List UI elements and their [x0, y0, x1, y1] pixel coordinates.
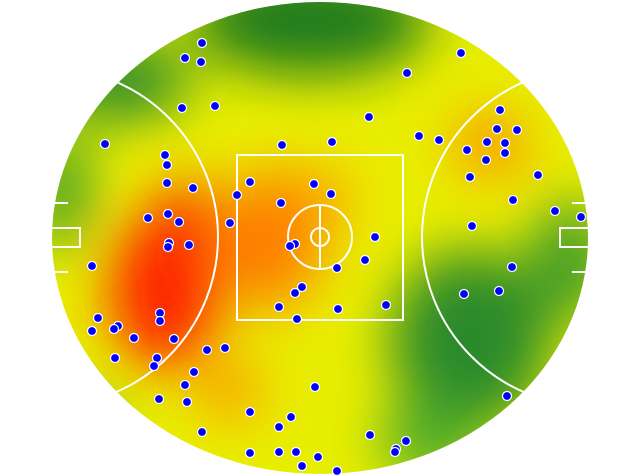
point — [400, 435, 412, 447]
point — [86, 325, 98, 337]
point — [161, 177, 173, 189]
point — [491, 123, 503, 135]
point — [188, 366, 200, 378]
point — [458, 288, 470, 300]
point — [455, 47, 467, 59]
point — [162, 208, 174, 220]
point — [162, 241, 174, 253]
point — [86, 260, 98, 272]
point — [296, 281, 308, 293]
point — [363, 111, 375, 123]
point — [308, 178, 320, 190]
point — [159, 149, 171, 161]
point — [244, 406, 256, 418]
point — [532, 169, 544, 181]
point — [325, 188, 337, 200]
point — [499, 147, 511, 159]
point — [494, 104, 506, 116]
point — [99, 138, 111, 150]
point — [480, 154, 492, 166]
point — [364, 429, 376, 441]
point — [128, 332, 140, 344]
point — [209, 100, 221, 112]
point — [332, 303, 344, 315]
point — [331, 262, 343, 274]
point — [244, 447, 256, 459]
point — [331, 465, 343, 476]
point — [176, 102, 188, 114]
point — [499, 137, 511, 149]
point — [183, 239, 195, 251]
point — [273, 446, 285, 458]
point — [461, 144, 473, 156]
point — [326, 136, 338, 148]
point — [369, 231, 381, 243]
point — [179, 52, 191, 64]
point — [224, 217, 236, 229]
point — [401, 67, 413, 79]
point — [289, 287, 301, 299]
point — [507, 194, 519, 206]
point — [219, 342, 231, 354]
point — [493, 285, 505, 297]
point — [181, 396, 193, 408]
point — [168, 333, 180, 345]
point — [380, 299, 392, 311]
point — [549, 205, 561, 217]
point — [154, 315, 166, 327]
point — [179, 379, 191, 391]
point — [309, 381, 321, 393]
point — [284, 240, 296, 252]
point — [173, 216, 185, 228]
point — [109, 352, 121, 364]
point — [389, 446, 401, 458]
point — [108, 323, 120, 335]
point — [481, 136, 493, 148]
point — [501, 390, 513, 402]
point — [275, 197, 287, 209]
point — [291, 313, 303, 325]
point — [296, 460, 308, 472]
point — [244, 176, 256, 188]
point — [231, 189, 243, 201]
point — [506, 261, 518, 273]
point — [276, 139, 288, 151]
point — [161, 159, 173, 171]
point — [413, 130, 425, 142]
point — [575, 211, 587, 223]
point — [148, 360, 160, 372]
point — [466, 220, 478, 232]
point — [273, 301, 285, 313]
point — [187, 182, 199, 194]
point — [359, 254, 371, 266]
point — [433, 134, 445, 146]
point — [153, 393, 165, 405]
point — [92, 312, 104, 324]
point — [195, 56, 207, 68]
point — [511, 124, 523, 136]
point — [196, 426, 208, 438]
point — [285, 411, 297, 423]
point — [290, 446, 302, 458]
point — [464, 171, 476, 183]
point — [201, 344, 213, 356]
point — [273, 421, 285, 433]
point — [196, 37, 208, 49]
point — [142, 212, 154, 224]
point — [312, 451, 324, 463]
